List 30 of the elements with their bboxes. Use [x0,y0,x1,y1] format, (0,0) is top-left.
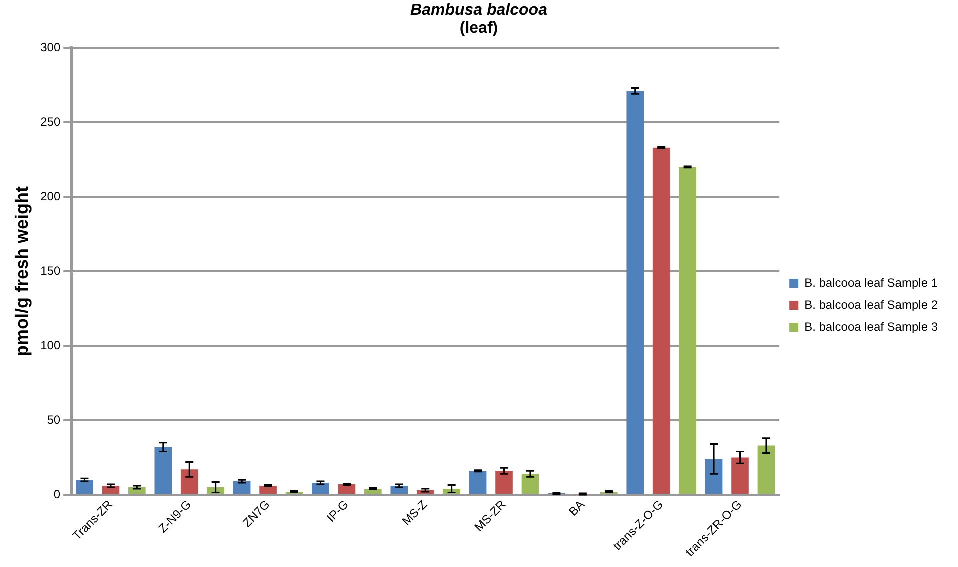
bar [76,480,94,494]
bar [312,483,330,494]
bar [705,459,723,494]
bar [338,484,356,494]
y-tick-label: 0 [54,487,61,502]
bar [679,167,696,494]
y-tick-label: 100 [40,338,61,352]
bar [469,471,487,494]
bar [626,91,644,494]
legend-label: B. balcooa leaf Sample 3 [804,320,938,334]
bar [496,471,513,494]
bar [180,470,198,494]
bar [390,486,408,494]
legend-label: B. balcooa leaf Sample 2 [804,298,938,312]
y-tick-label: 300 [40,40,61,54]
bar [260,486,277,494]
chart-title: Bambusa balcooa (leaf) [410,2,548,38]
bar [652,148,670,494]
bar [233,482,251,494]
y-tick-label: 200 [40,189,61,204]
x-tick-label: BA [566,498,588,519]
legend-label: B. balcooa leaf Sample 1 [804,276,938,290]
bar [522,474,540,494]
bar [732,458,749,494]
y-tick-label: 150 [40,264,61,278]
y-tick-label: 250 [40,114,61,129]
bar [758,446,776,494]
bar [154,447,172,494]
y-axis-title: pmol/g fresh weight [12,186,32,356]
y-tick-label: 50 [47,412,61,427]
